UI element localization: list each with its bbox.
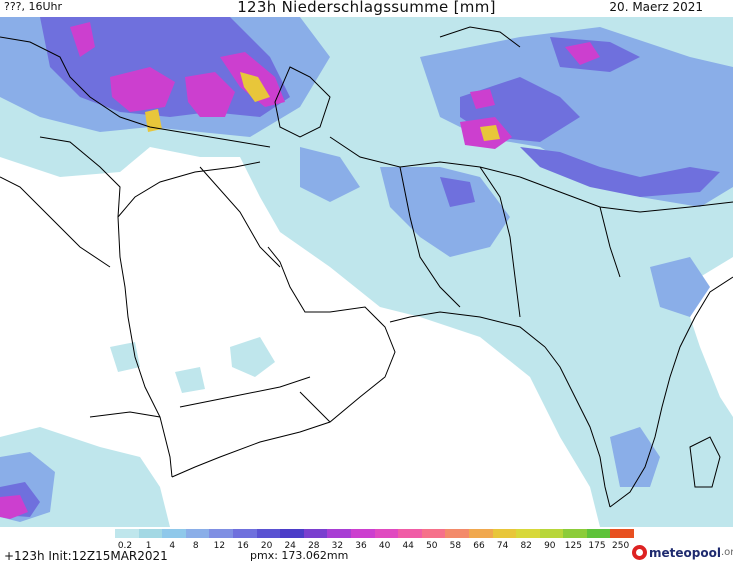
- legend-swatch: [115, 529, 139, 538]
- legend-swatch: [280, 529, 304, 538]
- legend-swatch: [586, 529, 611, 538]
- coastlines-borders: [0, 26, 733, 508]
- header: ???, 16Uhr 123h Niederschlagssumme [mm] …: [0, 0, 733, 17]
- legend-tick-label: 0.2: [117, 541, 133, 551]
- logo-name: meteopool: [649, 545, 721, 560]
- legend-swatch: [162, 529, 186, 538]
- legend-swatch: [610, 529, 635, 538]
- legend-swatch: [256, 529, 281, 538]
- legend-swatch: [327, 529, 351, 538]
- legend-tick-label: 74: [496, 541, 509, 551]
- legend-tick-label: 1: [145, 541, 152, 551]
- legend-tick-label: 36: [355, 541, 367, 551]
- valid-date-label: 20. Maerz 2021: [609, 0, 703, 14]
- legend-swatch: [516, 529, 540, 538]
- legend-swatch: [350, 529, 375, 538]
- pmx-label: pmx: 173.062mm: [250, 549, 349, 562]
- legend-swatch: [539, 529, 564, 538]
- legend-swatch: [374, 529, 399, 538]
- init-time-label: +123h Init:12Z15MAR2021: [4, 549, 168, 563]
- legend-swatch: [185, 529, 210, 538]
- legend-swatch: [303, 529, 328, 538]
- legend-tick-label: 16: [237, 541, 249, 551]
- legend-tick-label: 24: [284, 541, 296, 551]
- legend-tick-label: 50: [426, 541, 438, 551]
- legend-tick-label: 12: [213, 541, 226, 551]
- legend-color-bar: [115, 529, 635, 538]
- legend-tick-label: 32: [331, 541, 344, 551]
- legend-swatch: [421, 529, 446, 538]
- legend-tick-label: 40: [378, 541, 391, 551]
- precipitation-map: [0, 17, 733, 527]
- legend-tick-label: 58: [449, 541, 462, 551]
- logo-circle-icon: [632, 545, 647, 560]
- legend-labels: 0.2 1 4 8 12 16 20 24 28 32 36 40 44 50 58 66 74 82 90 125 1…: [115, 541, 635, 553]
- legend-tick-label: 175: [588, 541, 606, 551]
- map-title: 123h Niederschlagssumme [mm]: [237, 0, 496, 16]
- logo-tld: .org: [720, 547, 733, 558]
- color-legend: 0.2 1 4 8 12 16 20 24 28 32 36 40 44 50 58 66 74 82 90 125 1…: [115, 529, 635, 551]
- legend-swatch: [445, 529, 469, 538]
- legend-tick-label: 125: [564, 541, 582, 551]
- legend-tick-label: 90: [544, 541, 556, 551]
- legend-tick-label: 66: [473, 541, 485, 551]
- legend-swatch: [563, 529, 587, 538]
- legend-swatch: [232, 529, 257, 538]
- legend-swatch: [209, 529, 233, 538]
- legend-swatch: [138, 529, 163, 538]
- legend-swatch: [468, 529, 493, 538]
- legend-tick-label: 20: [260, 541, 273, 551]
- legend-tick-label: 8: [192, 541, 199, 551]
- legend-tick-label: 4: [169, 541, 176, 551]
- legend-tick-label: 250: [612, 541, 630, 551]
- legend-tick-label: 44: [402, 541, 414, 551]
- legend-tick-label: 82: [520, 541, 532, 551]
- valid-time-label: ???, 16Uhr: [4, 0, 63, 13]
- legend-tick-label: 28: [308, 541, 320, 551]
- legend-swatch: [492, 529, 517, 538]
- legend-swatch: [398, 529, 422, 538]
- meteopool-logo[interactable]: meteopool .org: [632, 545, 733, 560]
